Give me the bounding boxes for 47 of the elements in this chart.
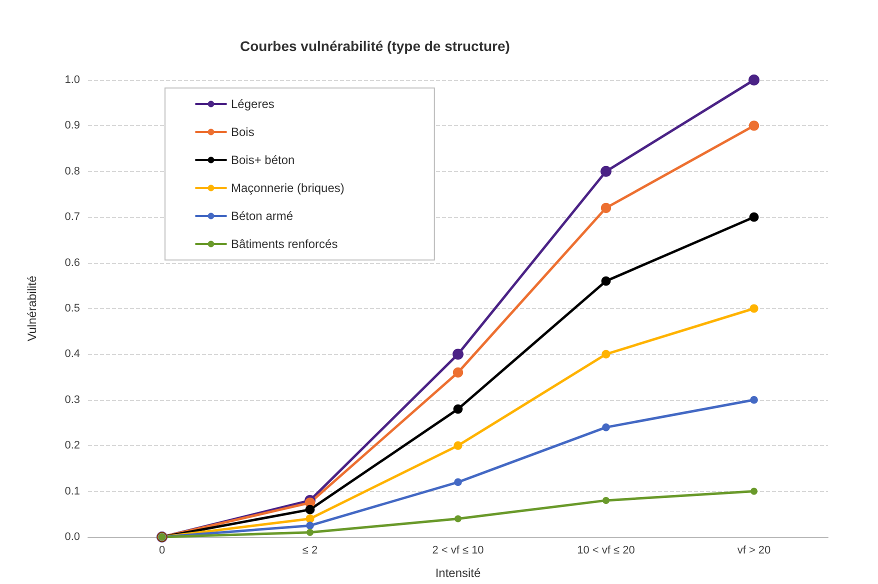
y-axis-title: Vulnérabilité [25,275,39,342]
point [750,488,758,495]
y-tick-label: 0.2 [64,440,80,452]
x-tick-label: 0 [158,544,166,556]
y-tick-label: 0.8 [64,165,80,178]
y-tick-label: 0.7 [64,211,80,224]
x-tick-label: 2 < vf ≤ 10 [432,544,484,556]
legend-label: Bâtiments renforcés [231,237,338,251]
point [305,504,315,514]
point [602,350,610,358]
y-tick-label: 0.5 [64,302,80,314]
y-tick-label: 1.0 [64,74,80,86]
point [306,522,314,530]
point [454,478,462,486]
point [748,120,760,131]
point [454,515,462,522]
legend-label: Légeres [231,97,274,111]
point [306,528,314,536]
point [602,496,610,504]
y-tick-label: 0.1 [64,485,80,498]
chart-title: Courbes vulnérabilité (type de structure) [240,38,510,54]
point [601,276,611,286]
point [602,423,610,432]
legend-label: Bois+ béton [231,153,295,167]
x-tick-label: ≤ 2 [302,544,318,556]
point [454,441,462,450]
point [749,212,759,222]
y-tick-label: 0.4 [64,348,80,360]
legend-label: Béton armé [231,209,294,223]
point [748,74,760,86]
y-tick-label: 0.9 [64,120,80,132]
y-tick-label: 0.0 [64,531,80,543]
point [452,367,464,378]
point [600,166,612,177]
y-tick-label: 0.3 [64,394,80,406]
point [306,514,314,524]
legend-label: Bois [231,125,254,139]
x-axis-title: Intensité [435,566,481,580]
x-tick-label: 10 < vf ≤ 20 [577,544,635,556]
legend-label: Maçonnerie (briques) [231,181,344,195]
y-tick-label: 0.6 [64,256,80,269]
point [750,304,758,313]
point [600,202,612,214]
x-tick-label: vf > 20 [737,544,771,556]
point [750,396,758,404]
point [452,348,464,360]
point [453,404,463,414]
